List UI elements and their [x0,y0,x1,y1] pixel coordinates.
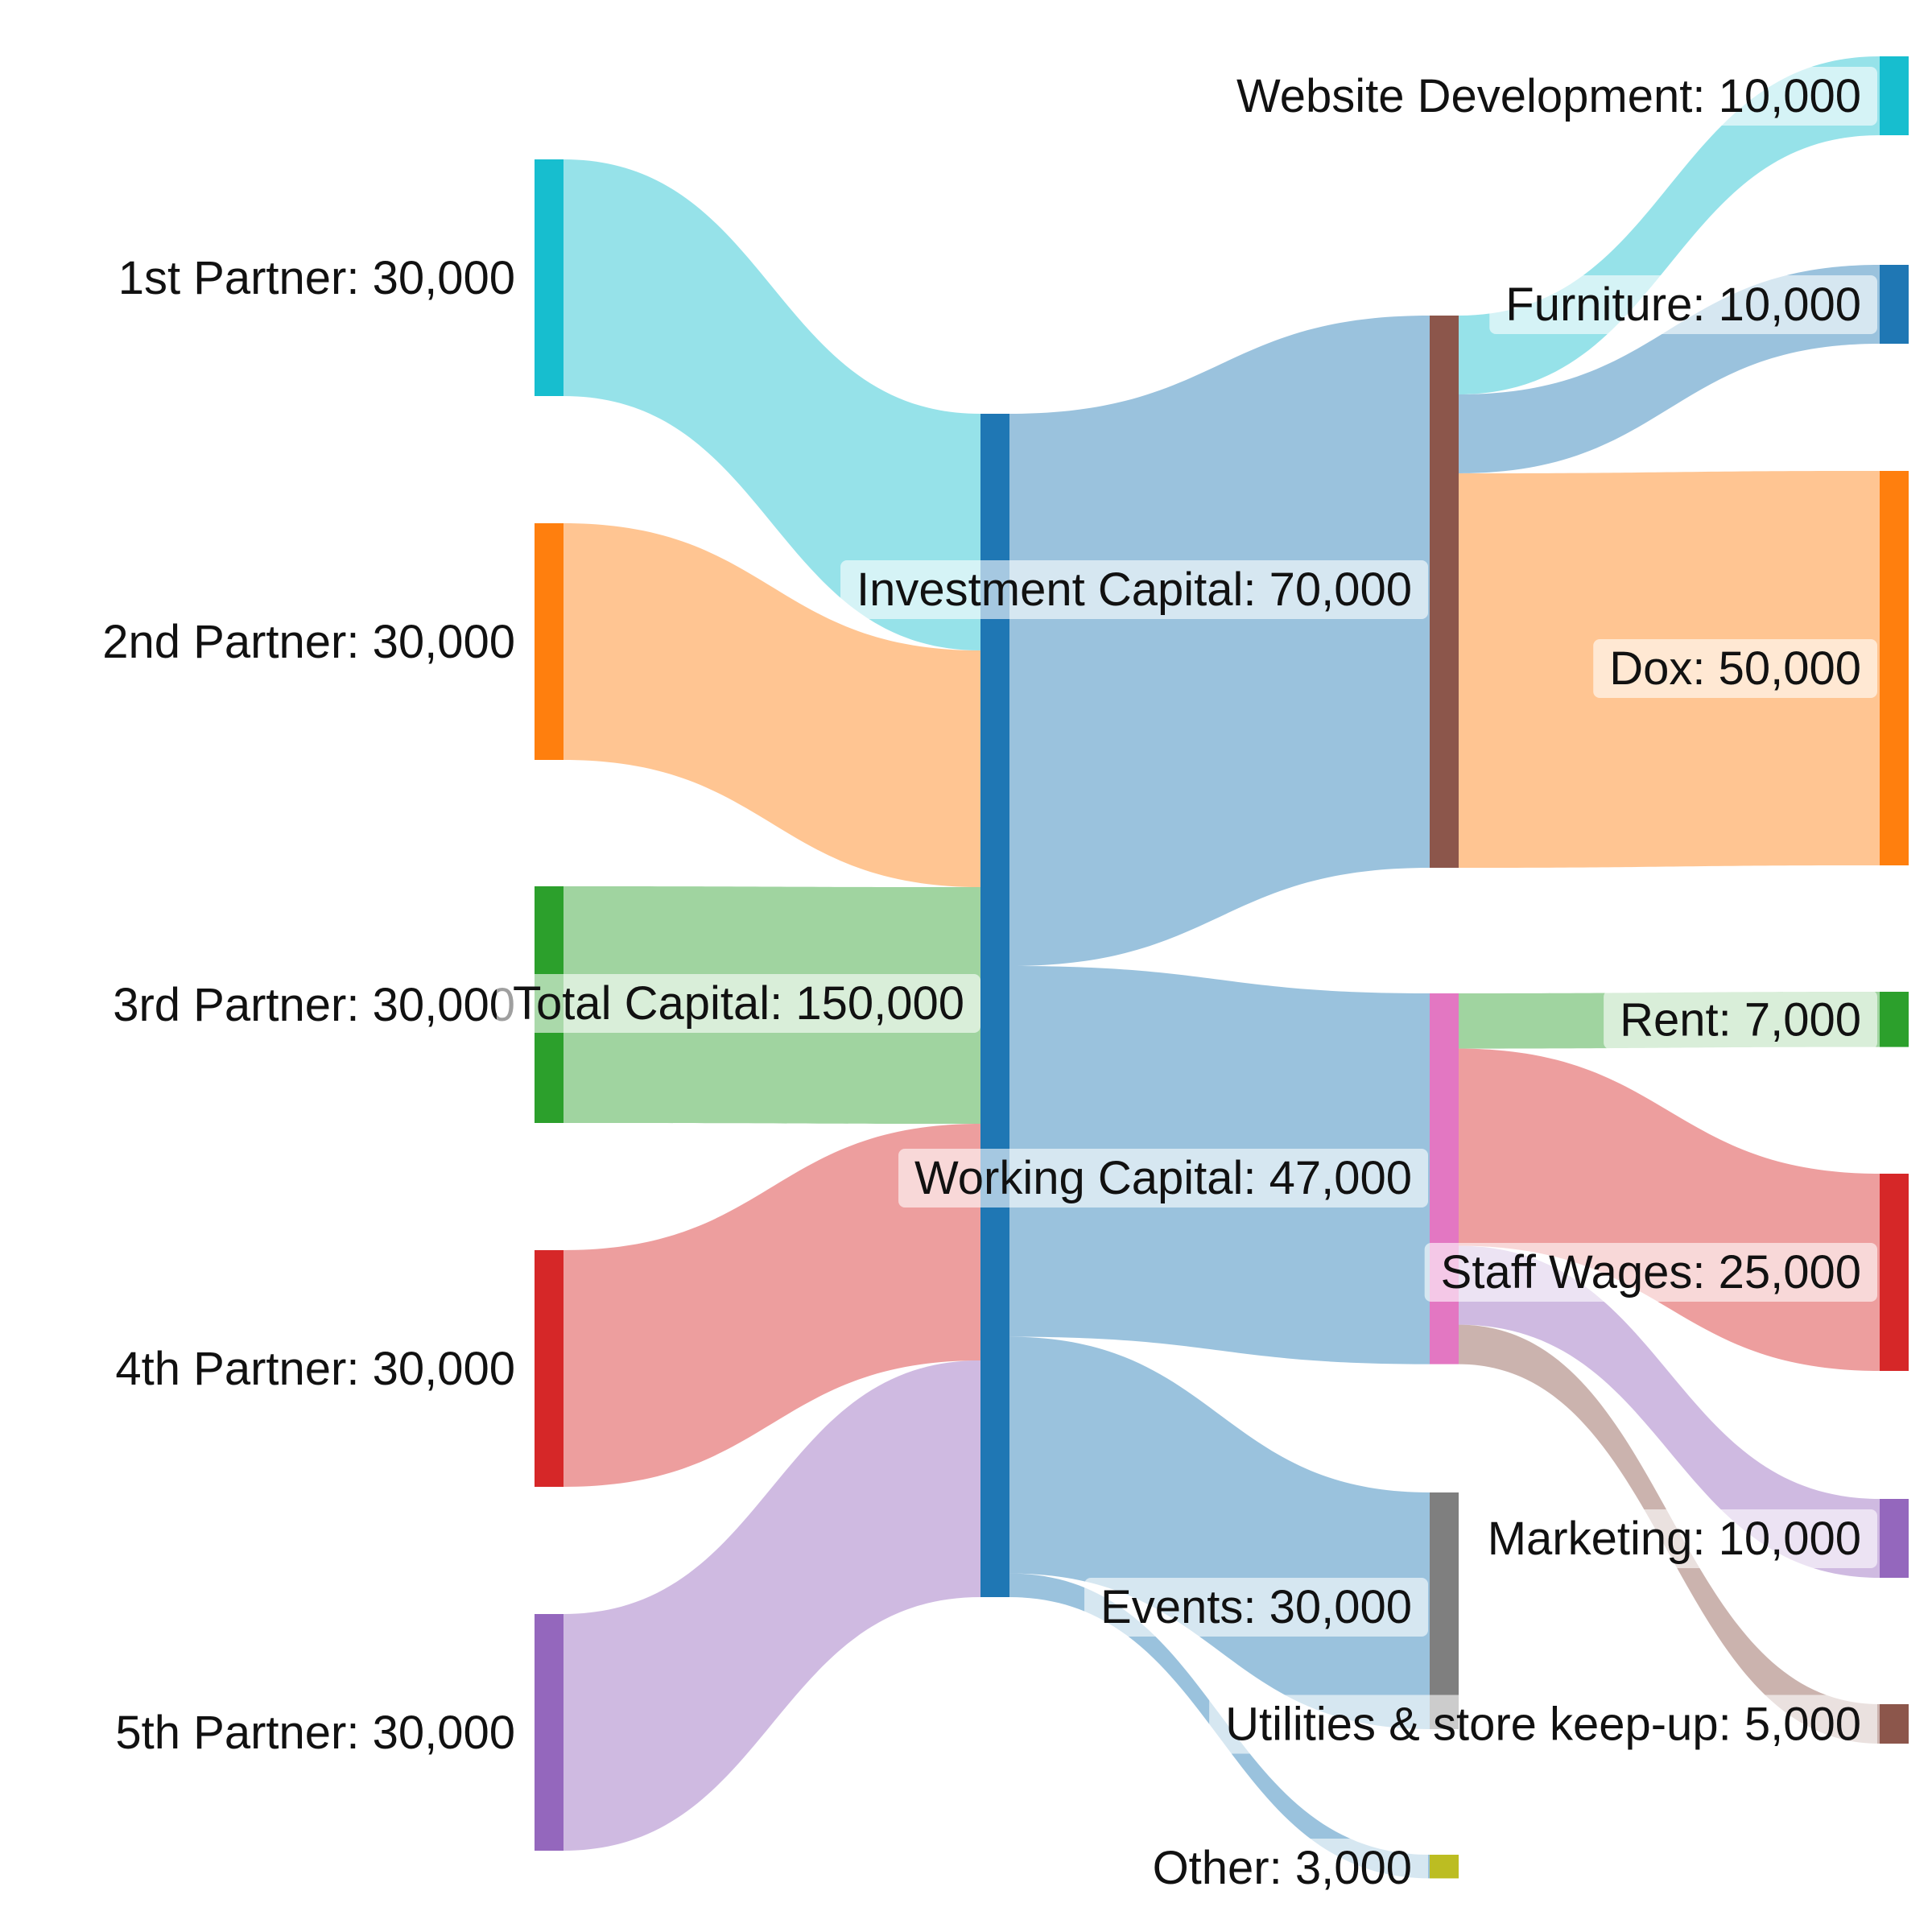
sankey-label-text: 2nd Partner: 30,000 [102,616,515,668]
sankey-label-text: 4th Partner: 30,000 [115,1343,515,1395]
sankey-label-2nd-partner: 2nd Partner: 30,000 [102,616,515,668]
sankey-node-investment-capital [1430,316,1459,868]
sankey-label-text: Events: 30,000 [1100,1581,1412,1633]
sankey-link-p5-total [564,1360,980,1851]
sankey-label-text: 3rd Partner: 30,000 [113,979,515,1031]
label-background [1220,67,1877,126]
sankey-label-text: Marketing: 10,000 [1488,1513,1861,1565]
sankey-label-1st-partner: 1st Partner: 30,000 [118,252,515,304]
sankey-label-working-capital: Working Capital: 47,000 [898,1149,1428,1208]
sankey-label-investment-capital: Investment Capital: 70,000 [840,560,1428,619]
sankey-label-utilities-store-keep-up: Utilities & store keep-up: 5,000 [1209,1695,1877,1754]
sankey-node-working-capital [1430,993,1459,1364]
sankey-labels: 1st Partner: 30,000 2nd Partner: 30,000 3r… [102,67,1877,1897]
sankey-node-other [1430,1855,1459,1879]
sankey-label-total-capital: Total Capital: 150,000 [496,974,980,1033]
sankey-node-dox [1880,471,1909,865]
label-background [1424,1243,1877,1302]
sankey-node-4th-partner [535,1250,564,1487]
sankey-link-p2-total [564,523,980,887]
sankey-link-total-events [1009,1336,1430,1729]
label-background [840,560,1428,619]
label-background [496,974,980,1033]
sankey-label-other: Other: 3,000 [1136,1839,1428,1897]
sankey-label-marketing: Marketing: 10,000 [1471,1509,1877,1568]
label-background [1084,1578,1428,1637]
sankey-node-2nd-partner [535,523,564,760]
sankey-label-furniture: Furniture: 10,000 [1489,275,1877,334]
label-background [1136,1839,1428,1897]
sankey-node-website-development [1880,56,1909,135]
sankey-label-3rd-partner: 3rd Partner: 30,000 [113,979,515,1031]
sankey-link-p4-total [564,1124,980,1487]
sankey-node-staff-wages [1880,1174,1909,1371]
sankey-label-text: Total Capital: 150,000 [513,977,964,1030]
sankey-label-text: Working Capital: 47,000 [914,1152,1412,1204]
sankey-label-text: Investment Capital: 70,000 [857,564,1412,616]
sankey-label-website-development: Website Development: 10,000 [1220,67,1877,126]
label-background [1593,639,1877,698]
sankey-label-text: Staff Wages: 25,000 [1441,1246,1861,1298]
sankey-label-staff-wages: Staff Wages: 25,000 [1424,1243,1877,1302]
sankey-label-text: Other: 3,000 [1153,1842,1412,1894]
sankey-label-text: Furniture: 10,000 [1505,279,1861,331]
sankey-link-total-inv [1009,316,1430,966]
sankey-label-4th-partner: 4th Partner: 30,000 [115,1343,515,1395]
sankey-node-furniture [1880,265,1909,344]
label-background [1489,275,1877,334]
sankey-node-rent [1880,992,1909,1047]
sankey-label-text: Website Development: 10,000 [1236,70,1861,122]
label-background [898,1149,1428,1208]
label-background [1471,1509,1877,1568]
sankey-node-utilities-store-keep-up [1880,1704,1909,1744]
sankey-label-rent: Rent: 7,000 [1604,990,1877,1050]
sankey-label-text: Rent: 7,000 [1620,993,1861,1046]
sankey-label-5th-partner: 5th Partner: 30,000 [115,1707,515,1759]
sankey-node-events [1430,1492,1459,1729]
sankey-label-text: Dox: 50,000 [1609,642,1861,695]
sankey-link-work-mkt [1459,1245,1880,1578]
sankey-label-text: 1st Partner: 30,000 [118,252,515,304]
sankey-label-dox: Dox: 50,000 [1593,639,1877,698]
sankey-link-p1-total [564,159,980,650]
sankey-label-text: Utilities & store keep-up: 5,000 [1225,1699,1861,1751]
label-background [1604,990,1877,1050]
sankey-node-5th-partner [535,1614,564,1851]
sankey-node-marketing [1880,1499,1909,1578]
sankey-label-text: 5th Partner: 30,000 [115,1707,515,1759]
sankey-node-1st-partner [535,159,564,396]
label-background [1209,1695,1877,1754]
sankey-label-events: Events: 30,000 [1084,1578,1428,1637]
